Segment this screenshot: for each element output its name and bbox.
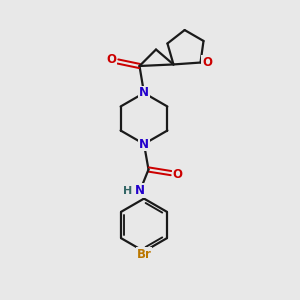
Text: O: O bbox=[106, 53, 116, 67]
Text: O: O bbox=[172, 168, 183, 181]
Text: N: N bbox=[139, 137, 149, 151]
Text: N: N bbox=[139, 86, 149, 100]
Text: Br: Br bbox=[136, 248, 152, 261]
Text: H: H bbox=[124, 185, 133, 196]
Text: O: O bbox=[202, 56, 212, 69]
Text: N: N bbox=[135, 184, 145, 197]
